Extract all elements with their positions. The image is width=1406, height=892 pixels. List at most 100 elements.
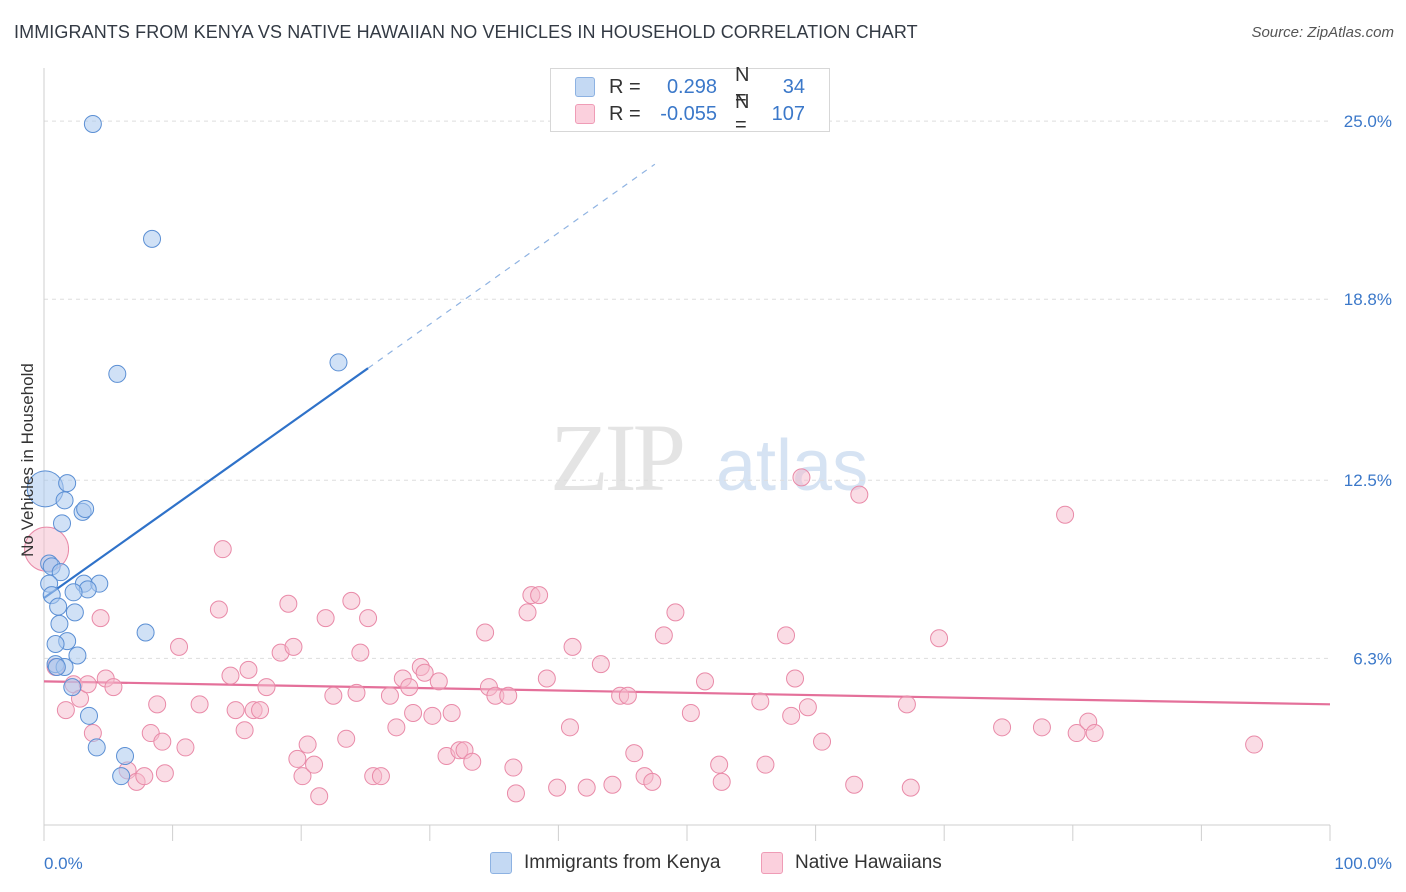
kenya-legend-swatch — [490, 852, 512, 874]
hawaii-point — [380, 686, 399, 705]
hawaii-point — [476, 623, 495, 642]
hawaii-point — [782, 706, 801, 725]
hawaii-point — [324, 686, 343, 705]
hawaii-point — [537, 669, 556, 688]
legend-item-kenya: Immigrants from Kenya — [490, 852, 720, 874]
hawaii-point — [548, 778, 567, 797]
x-tick-label: 0.0% — [44, 854, 83, 873]
hawaii-point — [298, 735, 317, 754]
hawaii-point — [190, 695, 209, 714]
hawaii-point — [359, 609, 378, 628]
kenya-trend-line — [43, 367, 369, 599]
hawaii-point — [347, 683, 366, 702]
hawaii-point — [239, 660, 258, 679]
watermark-zip: ZIP — [550, 404, 683, 511]
kenya-point — [108, 364, 127, 383]
hawaii-point — [305, 755, 324, 774]
hawaii-point — [1067, 724, 1086, 743]
hawaii-point — [666, 603, 685, 622]
kenya-point — [49, 597, 68, 616]
hawaii-point — [577, 778, 596, 797]
hawaii-point — [518, 603, 537, 622]
legend-r-value: 0.298 — [666, 75, 717, 98]
hawaii-point — [777, 626, 796, 645]
hawaii-point — [643, 772, 662, 791]
hawaii-point — [104, 678, 123, 697]
kenya-point — [143, 229, 162, 248]
hawaii-point — [751, 692, 770, 711]
legend-label-hawaii: Native Hawaiians — [795, 852, 942, 873]
hawaii-point — [442, 703, 461, 722]
hawaii-point — [155, 764, 174, 783]
hawaii-point — [316, 609, 335, 628]
watermark-atlas: atlas — [716, 426, 868, 506]
kenya-point — [68, 646, 87, 665]
hawaii-swatch — [575, 104, 595, 124]
kenya-point — [58, 474, 77, 493]
legend-row-hawaii: R = -0.055 N = 107 — [575, 91, 805, 136]
legend-row-kenya: R = 0.298 N = 34 — [575, 64, 805, 109]
hawaii-point — [625, 744, 644, 763]
hawaii-point — [221, 666, 240, 685]
hawaii-point — [400, 678, 419, 697]
source-label: Source: ZipAtlas.com — [1251, 24, 1394, 41]
hawaii-point — [209, 600, 228, 619]
hawaii-point — [226, 701, 245, 720]
kenya-point — [50, 614, 69, 633]
x-tick-labels: 0.0% 100.0% — [44, 854, 1392, 873]
kenya-point — [83, 114, 102, 133]
watermark: ZIP atlas — [550, 404, 868, 511]
hawaii-point — [813, 732, 832, 751]
legend-n-value: 107 — [771, 102, 805, 125]
hawaii-point — [930, 629, 949, 648]
hawaii-point — [560, 718, 579, 737]
hawaii-point — [337, 729, 356, 748]
hawaii-point — [170, 637, 189, 656]
hawaii-point — [897, 695, 916, 714]
correlation-legend: R = 0.298 N = 34 R = -0.055 N = 107 — [550, 64, 830, 136]
kenya-point — [53, 514, 72, 533]
hawaii-point — [591, 655, 610, 674]
hawaii-legend-swatch — [761, 852, 783, 874]
hawaii-point — [135, 767, 154, 786]
hawaii-point — [786, 669, 805, 688]
hawaii-point — [371, 767, 390, 786]
kenya-point — [112, 767, 131, 786]
hawaii-point — [288, 749, 307, 768]
y-tick-labels: 6.3% 12.5% 18.8% 25.0% — [1344, 112, 1392, 668]
hawaii-point — [499, 686, 518, 705]
hawaii-point — [78, 675, 97, 694]
legend-r-label: R = — [609, 102, 641, 125]
kenya-point — [136, 623, 155, 642]
x-tick-label: 100.0% — [1334, 854, 1392, 873]
kenya-point — [116, 747, 135, 766]
hawaii-point — [603, 775, 622, 794]
hawaii-point — [56, 701, 75, 720]
hawaii-point — [257, 678, 276, 697]
hawaii-point — [284, 637, 303, 656]
hawaii-point — [153, 732, 172, 751]
kenya-point — [76, 499, 95, 518]
hawaii-point — [798, 698, 817, 717]
hawaii-point — [310, 787, 329, 806]
hawaii-point — [351, 643, 370, 662]
legend-label-kenya: Immigrants from Kenya — [524, 852, 721, 873]
series-native-hawaiians — [24, 468, 1264, 806]
y-tick-label: 25.0% — [1344, 112, 1392, 131]
kenya-point — [64, 583, 83, 602]
hawaii-trend-line — [43, 680, 1331, 706]
kenya-point — [55, 491, 74, 510]
hawaii-point — [415, 663, 434, 682]
hawaii-point — [563, 637, 582, 656]
kenya-trend-extension — [367, 163, 656, 369]
hawaii-point — [429, 672, 448, 691]
hawaii-point — [342, 591, 361, 610]
chart-title: IMMIGRANTS FROM KENYA VS NATIVE HAWAIIAN… — [14, 22, 918, 42]
hawaii-point — [1056, 505, 1075, 524]
hawaii-point — [618, 686, 637, 705]
series-immigrants-from-kenya — [26, 114, 348, 786]
hawaii-point — [530, 586, 549, 605]
kenya-point — [63, 678, 82, 697]
hawaii-point — [91, 609, 110, 628]
